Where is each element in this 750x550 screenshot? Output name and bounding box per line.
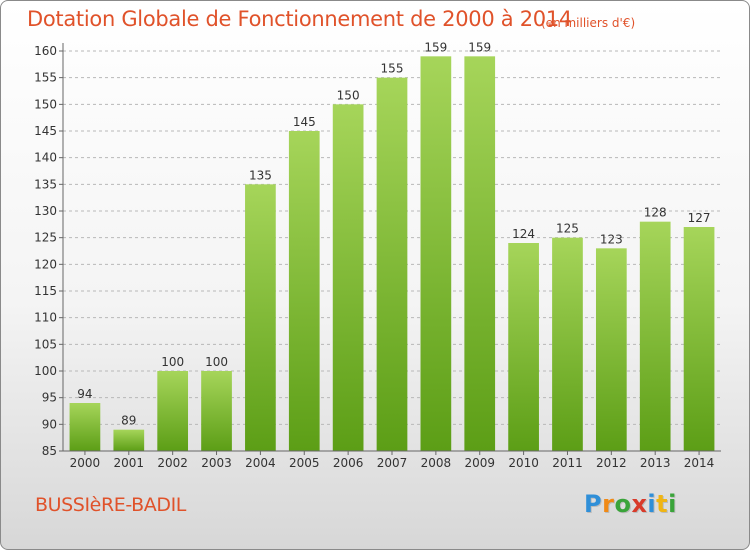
y-tick-label: 150: [34, 97, 57, 111]
bar-2010: [508, 243, 539, 451]
x-tick-label: 2014: [684, 456, 715, 470]
bar-2001: [113, 429, 145, 451]
y-tick-label: 95: [42, 391, 57, 405]
value-label: 124: [512, 227, 535, 241]
bar-2008: [420, 56, 452, 451]
bar-2011: [552, 237, 583, 451]
logo-letter: i: [647, 490, 657, 518]
value-label: 100: [205, 355, 228, 369]
logo-letter: o: [614, 490, 632, 518]
value-label: 100: [161, 355, 184, 369]
x-tick-label: 2007: [377, 456, 408, 470]
logo-letter: i: [668, 490, 677, 518]
x-tick-label: 2012: [596, 456, 627, 470]
bar-2002: [157, 371, 189, 451]
y-tick-label: 125: [34, 231, 57, 245]
labels: 85 90 95 100 105 110 115 120 125 130 135 140 145 150 1…: [34, 40, 714, 470]
x-tick-label: 2000: [70, 456, 101, 470]
value-label: 159: [468, 40, 491, 54]
x-tick-label: 2005: [289, 456, 320, 470]
axes: [59, 43, 721, 455]
value-label: 135: [249, 168, 272, 182]
value-label: 125: [556, 222, 579, 236]
y-tick-label: 115: [34, 284, 57, 298]
value-label: 89: [121, 414, 136, 428]
y-tick-label: 110: [34, 311, 57, 325]
value-label: 150: [337, 88, 360, 102]
value-label: 123: [600, 232, 623, 246]
bar-2000: [69, 403, 101, 451]
value-label: 145: [293, 115, 316, 129]
x-tick-label: 2001: [114, 456, 145, 470]
value-label: 155: [381, 62, 404, 76]
value-label: 159: [424, 40, 447, 54]
y-tick-label: 90: [42, 417, 57, 431]
logo-letter: P: [584, 490, 603, 518]
x-tick-label: 2002: [157, 456, 188, 470]
value-label: 128: [644, 206, 667, 220]
bars: [69, 56, 715, 452]
y-tick-label: 140: [34, 151, 57, 165]
x-tick-label: 2011: [552, 456, 583, 470]
bar-2007: [376, 77, 408, 452]
bar-2013: [639, 221, 671, 451]
x-tick-label: 2003: [201, 456, 232, 470]
bar-2003: [201, 371, 232, 451]
y-tick-label: 160: [34, 44, 57, 58]
y-tick-label: 135: [34, 177, 57, 191]
logo-letter: t: [656, 490, 669, 518]
commune-name: BUSSIèRE-BADIL: [35, 494, 186, 516]
chart-title: Dotation Globale de Fonctionnement de 20…: [27, 7, 572, 31]
y-tick-label: 105: [34, 337, 57, 351]
y-tick-label: 145: [34, 124, 57, 138]
bar-2006: [332, 104, 364, 451]
bar-2014: [683, 227, 715, 451]
logo-letter: r: [602, 490, 615, 518]
x-tick-label: 2008: [421, 456, 452, 470]
proxiti-logo: Proxiti: [584, 490, 677, 518]
bar-2005: [288, 131, 320, 451]
y-tick-label: 100: [34, 364, 57, 378]
x-tick-label: 2009: [464, 456, 495, 470]
bar-2012: [595, 248, 627, 451]
value-label: 94: [77, 387, 92, 401]
logo-letter: x: [631, 490, 648, 518]
unit-note: (en milliers d'€): [541, 16, 636, 30]
bar-2009: [464, 56, 496, 451]
y-tick-label: 130: [34, 204, 57, 218]
y-tick-label: 155: [34, 71, 57, 85]
x-tick-label: 2010: [508, 456, 539, 470]
x-tick-label: 2004: [245, 456, 276, 470]
y-tick-label: 120: [34, 257, 57, 271]
x-tick-label: 2013: [640, 456, 671, 470]
x-tick-label: 2006: [333, 456, 364, 470]
value-label: 127: [688, 211, 711, 225]
y-tick-label: 85: [42, 444, 57, 458]
bar-2004: [245, 184, 276, 452]
